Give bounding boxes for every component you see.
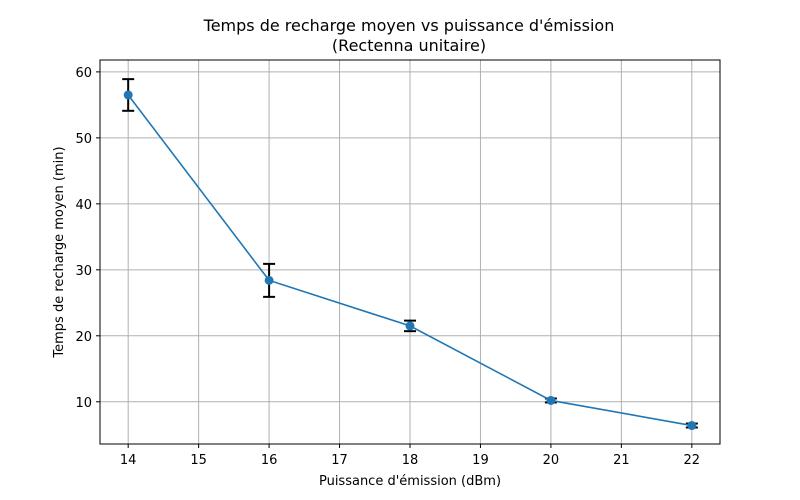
x-tick-label: 17 [331, 453, 348, 468]
x-tick-label: 18 [402, 453, 419, 468]
data-point [123, 90, 133, 100]
y-tick-label: 50 [75, 132, 92, 147]
y-tick-label: 10 [75, 396, 92, 411]
x-tick-label: 19 [472, 453, 489, 468]
data-point [405, 321, 415, 331]
x-tick-label: 15 [190, 453, 207, 468]
y-tick-label: 60 [75, 66, 92, 81]
chart-title-line-2: (Rectenna unitaire) [332, 36, 486, 55]
data-point [264, 275, 274, 285]
x-axis-label: Puissance d'émission (dBm) [319, 474, 501, 489]
y-axis-ticks: 10 20 30 40 50 60 [75, 66, 100, 411]
chart-title-line-1: Temps de recharge moyen vs puissance d'é… [203, 16, 615, 35]
x-tick-label: 16 [261, 453, 278, 468]
x-axis-ticks: 14 15 16 17 18 19 20 21 22 [120, 444, 700, 468]
y-tick-label: 40 [75, 198, 92, 213]
y-tick-label: 30 [75, 264, 92, 279]
x-tick-label: 22 [684, 453, 701, 468]
data-series [123, 90, 697, 431]
data-point [546, 395, 556, 405]
x-tick-label: 21 [613, 453, 630, 468]
x-tick-label: 14 [120, 453, 137, 468]
x-tick-label: 20 [543, 453, 560, 468]
y-axis-label: Temps de recharge moyen (min) [52, 146, 67, 358]
y-tick-label: 20 [75, 330, 92, 345]
data-point [687, 421, 697, 431]
plot-frame [99, 59, 721, 445]
grid [100, 60, 720, 444]
